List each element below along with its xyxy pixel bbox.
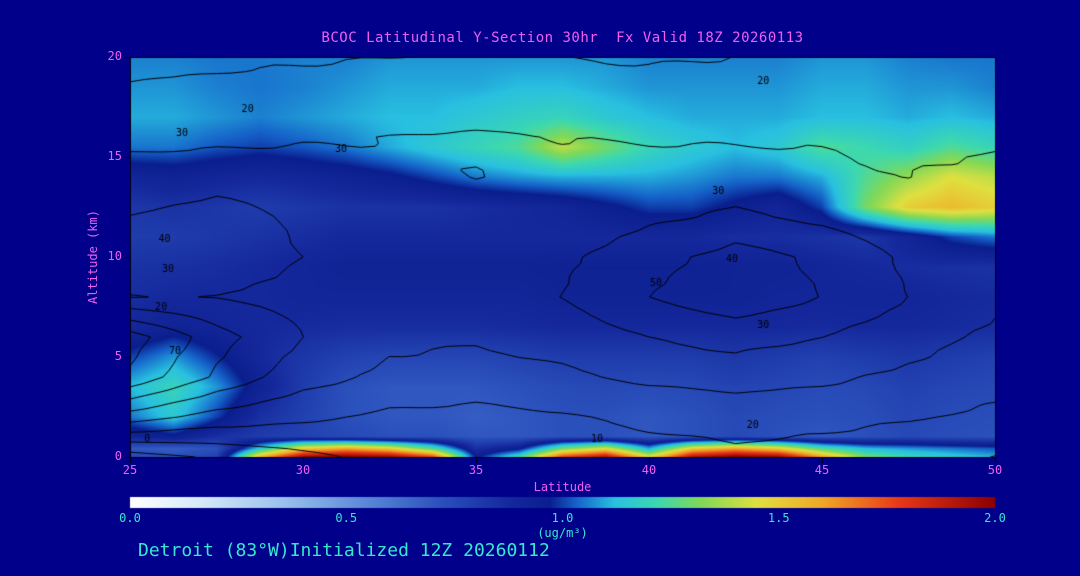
x-tick-label: 40	[641, 463, 657, 477]
footer-text: Detroit (83°W)Initialized 12Z 20260112	[138, 540, 550, 561]
y-tick-label: 5	[114, 349, 122, 363]
x-tick-label: 30	[295, 463, 311, 477]
colorbar-tick-label: 0.0	[119, 511, 141, 525]
y-tick-label: 0	[114, 449, 122, 463]
y-tick-label: 15	[107, 149, 122, 163]
x-tick-label: 45	[814, 463, 830, 477]
colorbar-unit-label: (ug/m³)	[537, 526, 588, 540]
colorbar-tick-label: 1.0	[551, 511, 574, 525]
y-tick-label: 20	[107, 49, 122, 63]
y-tick-label: 10	[107, 249, 122, 263]
colorbar-tick-label: 2.0	[984, 511, 1006, 525]
y-axis-title: Altitude (km)	[86, 210, 100, 304]
x-axis-title: Latitude	[533, 480, 592, 494]
x-tick-label: 50	[987, 463, 1003, 477]
colorbar-tick-label: 0.5	[335, 511, 358, 525]
plot-title: BCOC Latitudinal Y-Section 30hr Fx Valid…	[321, 30, 804, 46]
x-tick-label: 35	[468, 463, 484, 477]
x-tick-label: 25	[122, 463, 138, 477]
colorbar-tick-label: 1.5	[767, 511, 790, 525]
